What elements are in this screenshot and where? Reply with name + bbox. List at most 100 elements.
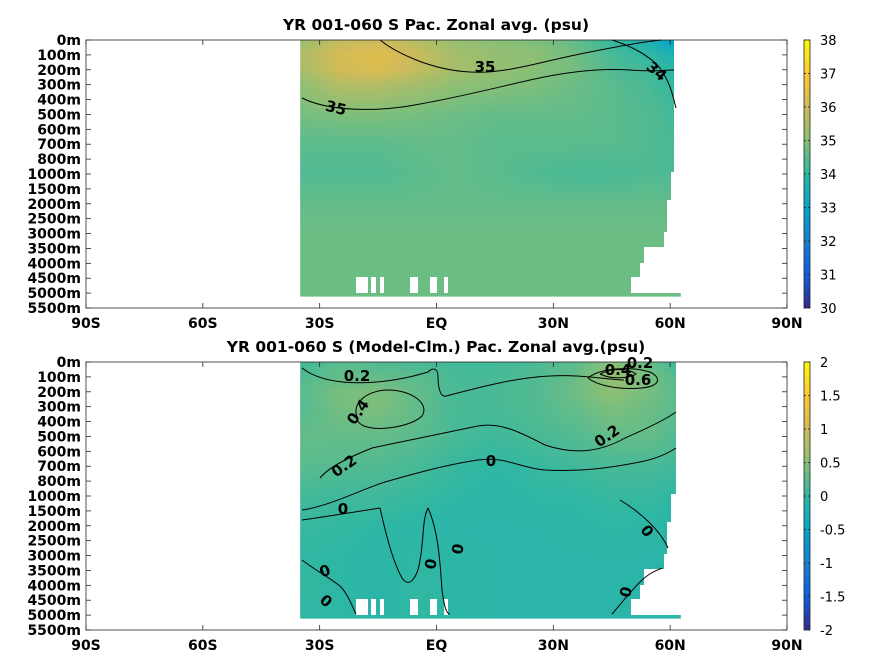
heatmap-cell [608, 140, 613, 145]
heatmap-cell [416, 108, 421, 113]
heatmap-cell [604, 72, 609, 77]
heatmap-cell [372, 112, 377, 117]
heatmap-cell [388, 244, 393, 249]
heatmap-cell [572, 184, 577, 189]
heatmap-cell [588, 220, 593, 225]
heatmap-cell [544, 88, 549, 93]
heatmap-cell [568, 200, 573, 205]
heatmap-cell [472, 220, 477, 225]
heatmap-cell [576, 204, 581, 209]
heatmap-cell [572, 228, 577, 233]
heatmap-cell [476, 100, 481, 105]
heatmap-cell [596, 244, 601, 249]
heatmap-cell [460, 112, 465, 117]
heatmap-cell [504, 156, 509, 161]
heatmap-cell [596, 292, 601, 297]
heatmap-cell [576, 284, 581, 289]
heatmap-cell [428, 224, 433, 229]
heatmap-cell [364, 80, 369, 85]
heatmap-cell [512, 264, 517, 269]
heatmap-cell [348, 100, 353, 105]
heatmap-cell [400, 112, 405, 117]
heatmap-cell [380, 128, 385, 133]
heatmap-cell [568, 220, 573, 225]
heatmap-cell [588, 104, 593, 109]
heatmap-cell [540, 240, 545, 245]
heatmap-cell [456, 180, 461, 185]
heatmap-cell [324, 180, 329, 185]
heatmap-cell [420, 56, 425, 61]
heatmap-cell [340, 220, 345, 225]
heatmap-cell [564, 220, 569, 225]
heatmap-cell [344, 268, 349, 273]
heatmap-cell [456, 52, 461, 57]
heatmap-cell [412, 68, 417, 73]
heatmap-cell [412, 148, 417, 153]
heatmap-cell [544, 200, 549, 205]
heatmap-cell [468, 48, 473, 53]
heatmap-cell [468, 44, 473, 49]
heatmap-cell [476, 236, 481, 241]
heatmap-cell [600, 156, 605, 161]
heatmap-cell [464, 288, 469, 293]
heatmap-cell [556, 120, 561, 125]
heatmap-cell [328, 48, 333, 53]
heatmap-cell [308, 200, 313, 205]
heatmap-cell [448, 120, 453, 125]
heatmap-cell [388, 252, 393, 257]
heatmap-cell [460, 272, 465, 277]
heatmap-cell [592, 244, 597, 249]
heatmap-cell [384, 120, 389, 125]
heatmap-cell [452, 128, 457, 133]
heatmap-cell [356, 52, 361, 57]
heatmap-cell [520, 292, 525, 297]
heatmap-cell [416, 56, 421, 61]
heatmap-cell [528, 160, 533, 165]
heatmap-cell [344, 88, 349, 93]
heatmap-cell [384, 144, 389, 149]
heatmap-cell [460, 192, 465, 197]
heatmap-cell [544, 284, 549, 289]
heatmap-cell [504, 96, 509, 101]
heatmap-cell [580, 172, 585, 177]
heatmap-cell [392, 148, 397, 153]
heatmap-cell [544, 288, 549, 293]
heatmap-cell [404, 180, 409, 185]
heatmap-cell [528, 136, 533, 141]
heatmap-cell [532, 108, 537, 113]
heatmap-cell [512, 44, 517, 49]
heatmap-cell [308, 128, 313, 133]
heatmap-cell [404, 256, 409, 261]
heatmap-cell [344, 212, 349, 217]
heatmap-cell [408, 236, 413, 241]
heatmap-cell [592, 92, 597, 97]
heatmap-cell [588, 272, 593, 277]
heatmap-cell [600, 212, 605, 217]
heatmap-cell [416, 240, 421, 245]
heatmap-cell [428, 96, 433, 101]
heatmap-cell [488, 136, 493, 141]
heatmap-cell [588, 132, 593, 137]
heatmap-cell [516, 280, 521, 285]
heatmap-cell [340, 60, 345, 65]
heatmap-cell [408, 52, 413, 57]
heatmap-cell [412, 204, 417, 209]
heatmap-cell [428, 52, 433, 57]
heatmap-cell [448, 264, 453, 269]
heatmap-cell [364, 116, 369, 121]
heatmap-cell [352, 272, 357, 277]
heatmap-cell [396, 132, 401, 137]
heatmap-cell [340, 112, 345, 117]
heatmap-cell [336, 252, 341, 257]
heatmap-cell [528, 272, 533, 277]
heatmap-cell [376, 92, 381, 97]
heatmap-cell [528, 260, 533, 265]
heatmap-cell [468, 268, 473, 273]
heatmap-cell [344, 192, 349, 197]
heatmap-cell [328, 76, 333, 81]
heatmap-cell [496, 68, 501, 73]
heatmap-cell [300, 108, 305, 113]
heatmap-cell [372, 184, 377, 189]
heatmap-cell [436, 64, 441, 69]
heatmap-cell [592, 140, 597, 145]
